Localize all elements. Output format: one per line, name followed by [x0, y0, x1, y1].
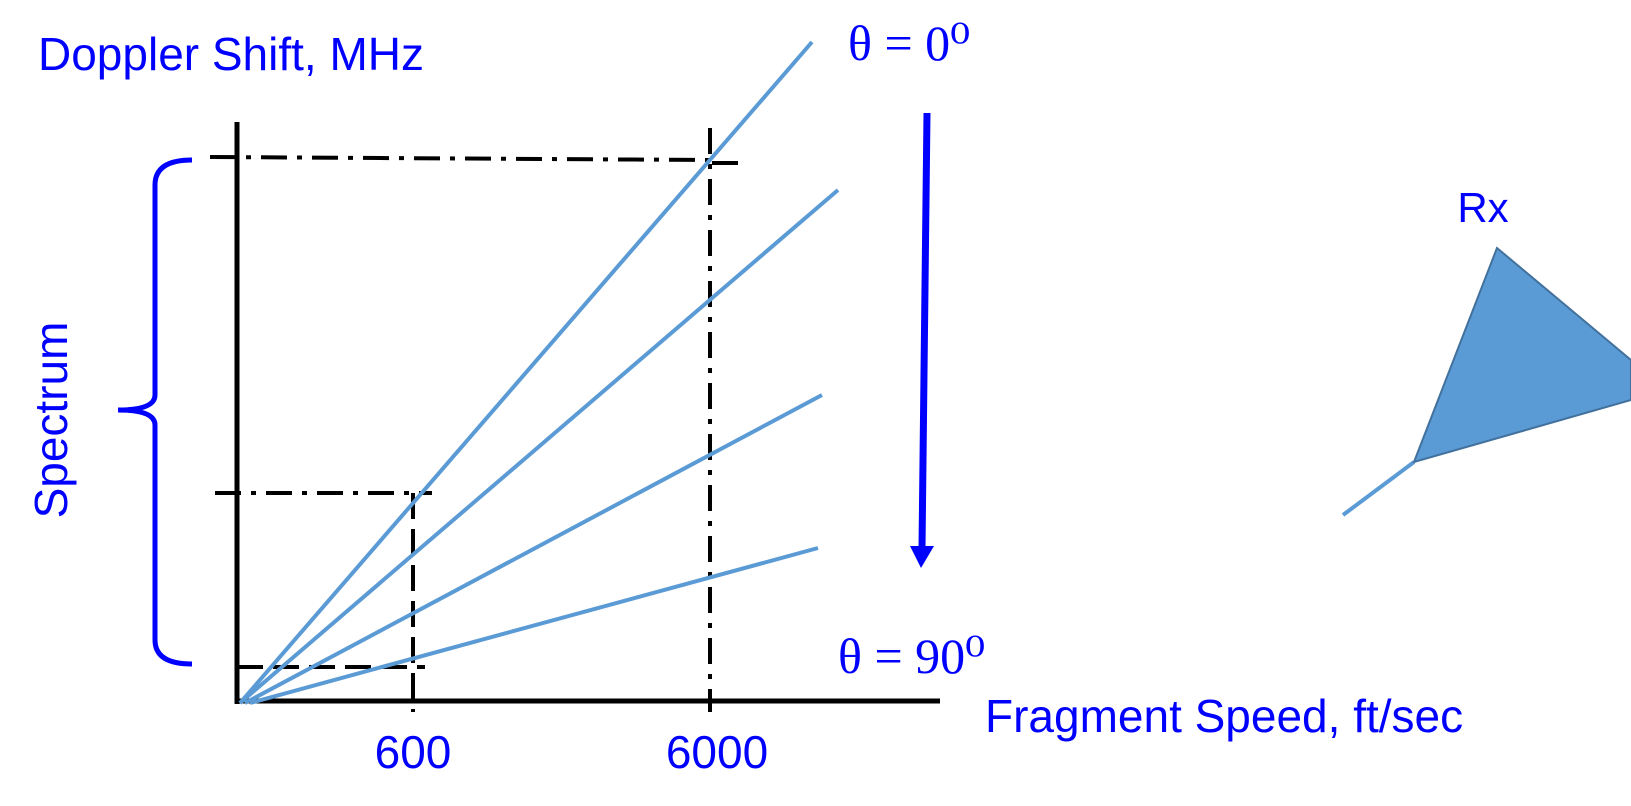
- antenna-label: Rx: [1457, 184, 1508, 231]
- x-axis-label: Fragment Speed, ft/sec: [985, 690, 1463, 742]
- x-tick-label: 600: [375, 726, 452, 778]
- dash-lines: [210, 128, 748, 712]
- brace: [118, 160, 192, 664]
- angle-label: θ = 90⁰: [838, 628, 985, 684]
- y-axis-label: Doppler Shift, MHz: [38, 28, 424, 80]
- speed-lines: [240, 42, 838, 703]
- antenna: [1343, 248, 1631, 515]
- angle-label: θ = 0⁰: [848, 15, 970, 71]
- diagram: Doppler Shift, MHz Spectrum 600 6000 Fra…: [0, 0, 1631, 806]
- brace-label: Spectrum: [25, 322, 77, 519]
- x-tick-label: 6000: [666, 726, 768, 778]
- angle-arrow: [910, 113, 934, 568]
